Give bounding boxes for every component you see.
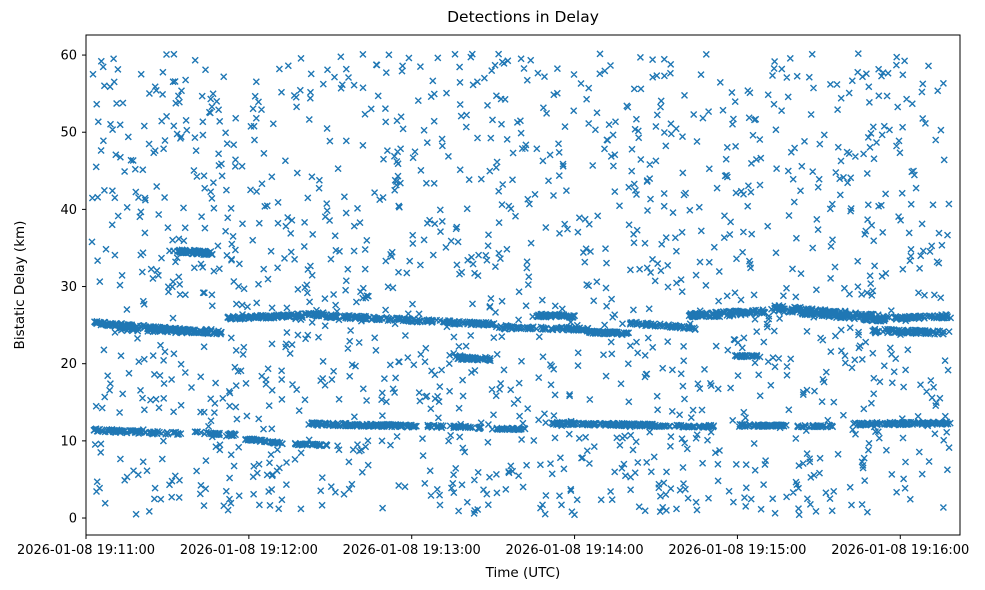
y-tick-label: 10	[60, 434, 77, 449]
y-tick-label: 0	[69, 512, 77, 527]
x-tick-label: 2026-01-08 19:13:00	[343, 543, 481, 558]
y-tick-label: 30	[60, 280, 77, 295]
data-points	[88, 50, 955, 519]
y-tick-label: 20	[60, 357, 77, 372]
y-axis-label: Bistatic Delay (km)	[12, 221, 28, 350]
plot-border	[85, 34, 961, 536]
plot-area	[86, 35, 960, 535]
x-tick-label: 2026-01-08 19:16:00	[831, 543, 969, 558]
x-tick-label: 2026-01-08 19:15:00	[668, 543, 806, 558]
y-tick-label: 50	[60, 126, 77, 141]
scatter-markers	[88, 50, 955, 519]
x-tick-label: 2026-01-08 19:12:00	[180, 543, 318, 558]
x-tick-label: 2026-01-08 19:14:00	[506, 543, 644, 558]
chart-title: Detections in Delay	[447, 8, 599, 26]
x-axis-ticks: 2026-01-08 19:11:00 2026-01-08 19:12:00 20…	[17, 535, 969, 558]
y-tick-label: 60	[60, 49, 77, 64]
y-tick-label: 40	[60, 203, 77, 218]
x-axis-label: Time (UTC)	[485, 565, 561, 581]
y-axis-ticks: 0 10 20 30 40 50 60	[60, 49, 86, 527]
x-tick-label: 2026-01-08 19:11:00	[17, 543, 155, 558]
